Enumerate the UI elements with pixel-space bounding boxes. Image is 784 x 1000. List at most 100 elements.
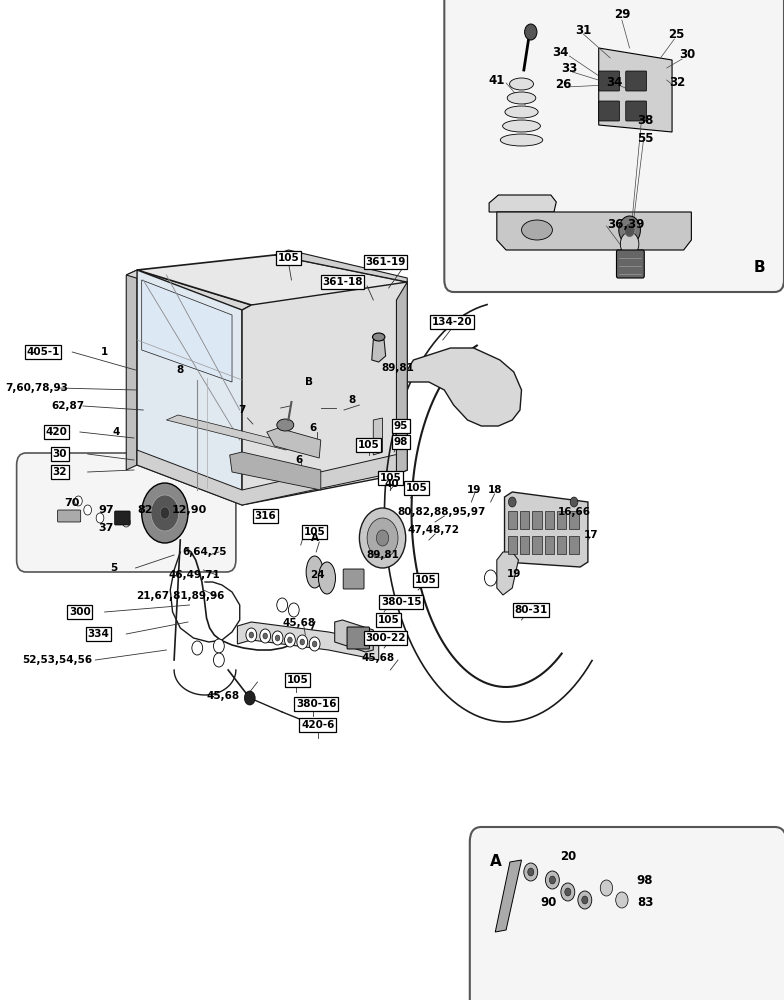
Text: 16,66: 16,66 — [557, 507, 590, 517]
Text: 98: 98 — [394, 437, 408, 447]
Text: 334: 334 — [88, 629, 110, 639]
Ellipse shape — [503, 120, 540, 132]
Text: 82: 82 — [137, 505, 153, 515]
Circle shape — [249, 632, 254, 638]
Circle shape — [312, 641, 317, 647]
FancyBboxPatch shape — [114, 511, 130, 525]
Text: B: B — [753, 260, 765, 275]
Polygon shape — [137, 255, 407, 305]
Text: 34: 34 — [552, 45, 568, 58]
Circle shape — [309, 637, 320, 651]
Text: 7: 7 — [238, 405, 245, 415]
Text: 380-16: 380-16 — [296, 699, 336, 709]
Text: 8: 8 — [176, 365, 184, 375]
Polygon shape — [126, 270, 137, 470]
Bar — [569, 511, 579, 529]
Polygon shape — [497, 552, 518, 595]
Text: 80-31: 80-31 — [514, 605, 547, 615]
Text: 6: 6 — [296, 455, 303, 465]
Circle shape — [376, 530, 389, 546]
Text: 24: 24 — [310, 570, 325, 580]
Circle shape — [524, 863, 538, 881]
Circle shape — [275, 635, 280, 641]
Text: 18: 18 — [488, 485, 503, 495]
Circle shape — [564, 888, 571, 896]
FancyBboxPatch shape — [343, 569, 364, 589]
Polygon shape — [230, 452, 321, 490]
FancyBboxPatch shape — [616, 250, 644, 278]
FancyBboxPatch shape — [470, 827, 784, 1000]
Text: 31: 31 — [575, 23, 591, 36]
Polygon shape — [495, 860, 521, 932]
Ellipse shape — [306, 556, 323, 588]
Circle shape — [263, 633, 267, 639]
Circle shape — [578, 891, 592, 909]
Bar — [557, 536, 566, 554]
Circle shape — [359, 508, 405, 568]
Circle shape — [74, 496, 82, 506]
Ellipse shape — [500, 134, 543, 146]
Text: 46,49,71: 46,49,71 — [169, 570, 220, 580]
Text: 29: 29 — [614, 7, 630, 20]
FancyBboxPatch shape — [57, 510, 81, 522]
Text: 25: 25 — [668, 28, 684, 41]
Polygon shape — [274, 250, 407, 282]
Text: 5: 5 — [111, 563, 118, 573]
Polygon shape — [242, 282, 407, 505]
Circle shape — [272, 631, 283, 645]
Circle shape — [213, 653, 224, 667]
Polygon shape — [137, 450, 407, 505]
Circle shape — [485, 570, 497, 586]
Text: 38: 38 — [637, 113, 653, 126]
Text: 26: 26 — [555, 78, 572, 91]
Circle shape — [367, 518, 398, 558]
Text: 47,48,72: 47,48,72 — [408, 525, 459, 535]
Circle shape — [297, 635, 307, 649]
Ellipse shape — [507, 92, 535, 104]
Polygon shape — [137, 270, 242, 505]
Polygon shape — [372, 338, 386, 362]
Text: 89,81: 89,81 — [382, 363, 415, 373]
Bar — [532, 511, 542, 529]
Text: 45,68: 45,68 — [361, 653, 394, 663]
Circle shape — [524, 24, 537, 40]
Circle shape — [300, 639, 305, 645]
Text: 361-19: 361-19 — [365, 257, 406, 267]
Bar — [532, 536, 542, 554]
Bar — [507, 536, 517, 554]
Text: 105: 105 — [278, 253, 299, 263]
Ellipse shape — [510, 78, 533, 90]
Circle shape — [619, 216, 641, 244]
Text: 134-20: 134-20 — [432, 317, 472, 327]
Text: 405-1: 405-1 — [26, 347, 60, 357]
Circle shape — [624, 223, 635, 237]
FancyBboxPatch shape — [445, 0, 784, 292]
Text: 300: 300 — [69, 607, 91, 617]
Bar — [545, 511, 554, 529]
Ellipse shape — [318, 562, 336, 594]
Circle shape — [96, 513, 103, 523]
Text: 380-15: 380-15 — [381, 597, 421, 607]
Circle shape — [615, 892, 628, 908]
Text: 12,90: 12,90 — [172, 505, 207, 515]
Ellipse shape — [505, 106, 538, 118]
Bar — [520, 536, 529, 554]
Text: 98: 98 — [637, 874, 653, 886]
Bar — [520, 511, 529, 529]
Text: A: A — [490, 854, 502, 870]
FancyBboxPatch shape — [626, 101, 647, 121]
FancyBboxPatch shape — [16, 453, 236, 572]
Circle shape — [601, 880, 612, 896]
Text: 90: 90 — [540, 896, 557, 908]
Text: 20: 20 — [560, 850, 576, 863]
Circle shape — [122, 517, 130, 527]
Text: 4: 4 — [113, 427, 120, 437]
Text: 32: 32 — [53, 467, 67, 477]
Circle shape — [84, 505, 92, 515]
Circle shape — [142, 483, 188, 543]
Circle shape — [561, 883, 575, 901]
Text: 41: 41 — [488, 74, 505, 87]
Text: B: B — [305, 377, 314, 387]
Text: 105: 105 — [358, 440, 379, 450]
Polygon shape — [242, 305, 252, 505]
